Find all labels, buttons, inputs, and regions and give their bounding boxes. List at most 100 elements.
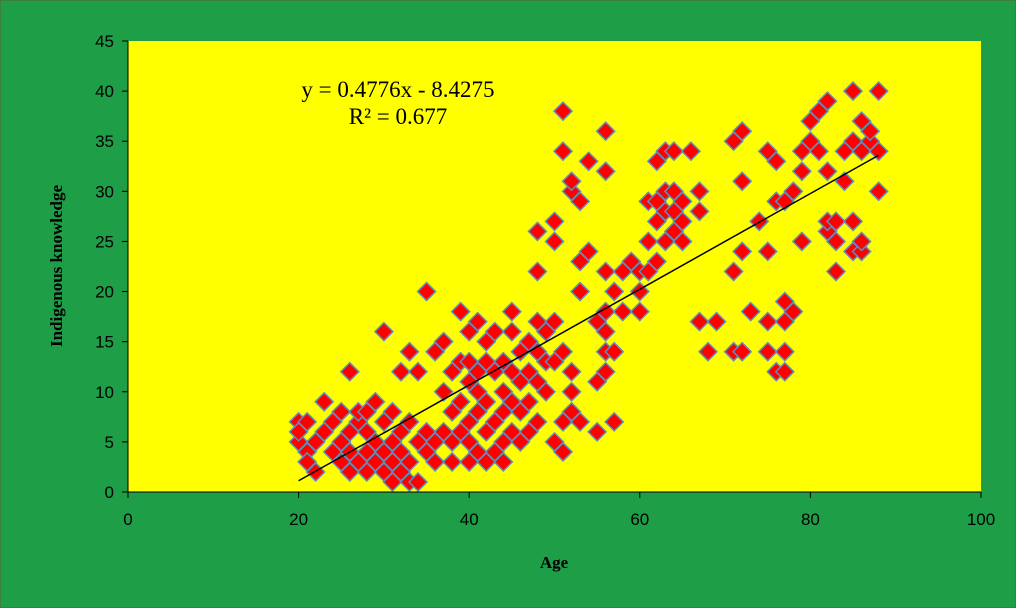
data-point [638, 231, 659, 252]
data-point [416, 281, 437, 302]
data-point [604, 341, 625, 362]
x-tick-label: 0 [123, 510, 132, 529]
data-point [791, 231, 812, 252]
data-point [365, 391, 386, 412]
data-point [672, 191, 693, 212]
data-point [868, 81, 889, 102]
data-point [757, 341, 778, 362]
data-point [723, 261, 744, 282]
data-point [339, 361, 360, 382]
data-point [390, 361, 412, 382]
data-point [663, 141, 684, 162]
data-point [442, 451, 463, 472]
data-point [467, 311, 488, 332]
data-point [552, 341, 574, 362]
data-point [757, 311, 778, 332]
data-point [842, 81, 864, 102]
data-point [433, 331, 454, 352]
data-point [535, 381, 557, 402]
data-point [578, 241, 599, 262]
data-point [646, 251, 667, 272]
data-point [740, 301, 761, 322]
data-point [570, 191, 591, 212]
data-point [604, 281, 625, 302]
trendline-equation: y = 0.4776x - 8.4275 [301, 77, 494, 102]
data-point [570, 281, 591, 302]
data-point [544, 311, 565, 332]
x-tick-label: 40 [460, 510, 479, 529]
data-point [570, 411, 591, 432]
data-point [552, 101, 574, 122]
data-point [484, 321, 505, 342]
data-point [774, 341, 795, 362]
data-point [842, 211, 864, 232]
data-point [373, 321, 394, 342]
data-point [399, 341, 420, 362]
y-tick-label: 25 [95, 232, 114, 251]
data-point [450, 391, 471, 412]
data-point [552, 141, 574, 162]
y-tick-label: 15 [95, 333, 114, 352]
data-point [561, 171, 582, 192]
data-point [578, 151, 599, 172]
y-tick-label: 35 [95, 132, 114, 151]
data-point [407, 471, 429, 493]
data-point [527, 221, 548, 242]
y-axis-title: Indigenous knowledge [47, 185, 66, 347]
data-point [791, 161, 812, 182]
data-point [595, 261, 616, 282]
data-point [493, 451, 514, 472]
trendline [298, 154, 880, 482]
data-point [732, 171, 753, 192]
data-point [595, 121, 616, 142]
x-axis-title: Age [540, 553, 569, 572]
data-point [689, 311, 710, 332]
data-point [868, 141, 889, 162]
data-point [774, 361, 795, 382]
data-point [732, 341, 753, 362]
data-point [732, 241, 753, 262]
data-point [476, 391, 497, 412]
data-point [817, 91, 838, 112]
data-point [552, 441, 574, 462]
y-tick-label: 30 [95, 182, 114, 201]
data-point [783, 181, 804, 202]
data-point [672, 231, 693, 252]
data-point [629, 301, 650, 322]
data-point [783, 301, 804, 322]
data-point [732, 121, 753, 142]
data-point [825, 231, 847, 252]
plot-area [128, 41, 981, 492]
data-point [817, 161, 838, 182]
data-point [450, 301, 471, 322]
data-point [595, 301, 616, 322]
x-tick-label: 100 [967, 510, 995, 529]
data-point [399, 451, 420, 472]
data-point [604, 411, 625, 432]
data-point [501, 321, 522, 342]
data-point [425, 451, 446, 472]
data-point [297, 411, 318, 432]
data-point [399, 411, 420, 432]
data-point [544, 211, 565, 232]
data-point [860, 121, 881, 142]
data-point [672, 211, 693, 232]
data-point [706, 311, 727, 332]
data-point [757, 241, 778, 262]
data-point [382, 401, 403, 422]
data-point [680, 141, 702, 162]
data-point [314, 391, 335, 412]
data-point [851, 231, 872, 252]
y-tick-label: 5 [105, 433, 114, 452]
data-point [868, 181, 889, 202]
data-point [587, 421, 608, 442]
data-point [689, 201, 710, 222]
data-point [689, 181, 710, 202]
data-point [825, 211, 847, 232]
data-point [595, 161, 616, 182]
y-tick-label: 20 [95, 283, 114, 302]
data-point [808, 141, 829, 162]
x-tick-label: 80 [801, 510, 820, 529]
data-point [697, 341, 719, 362]
